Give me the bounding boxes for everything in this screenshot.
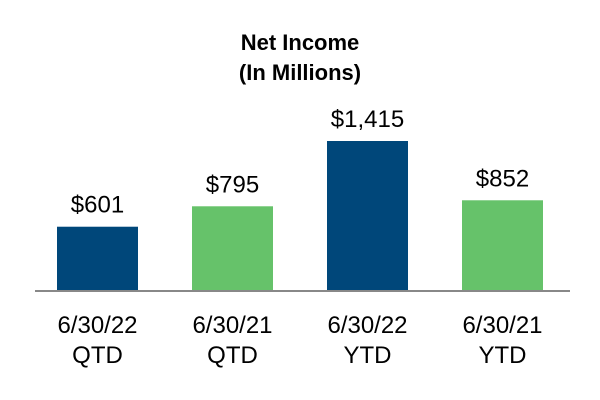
bar xyxy=(57,226,138,290)
bar xyxy=(462,200,543,290)
x-tick-label: QTD xyxy=(72,342,123,369)
chart-title-line1: Net Income xyxy=(241,30,360,55)
x-tick-label: YTD xyxy=(344,342,392,369)
x-tick-label: 6/30/21 xyxy=(462,312,542,339)
chart-title-line2: (In Millions) xyxy=(239,60,361,85)
bar xyxy=(327,141,408,290)
x-tick-label: 6/30/22 xyxy=(327,312,407,339)
data-label: $852 xyxy=(476,165,529,192)
x-tick-label: QTD xyxy=(207,342,258,369)
data-label: $601 xyxy=(71,192,124,219)
data-label: $1,415 xyxy=(331,106,404,133)
x-tick-label: 6/30/22 xyxy=(57,312,137,339)
x-tick-label: YTD xyxy=(479,342,527,369)
data-label: $795 xyxy=(206,171,259,198)
x-tick-label: 6/30/21 xyxy=(192,312,272,339)
bar xyxy=(192,206,273,290)
